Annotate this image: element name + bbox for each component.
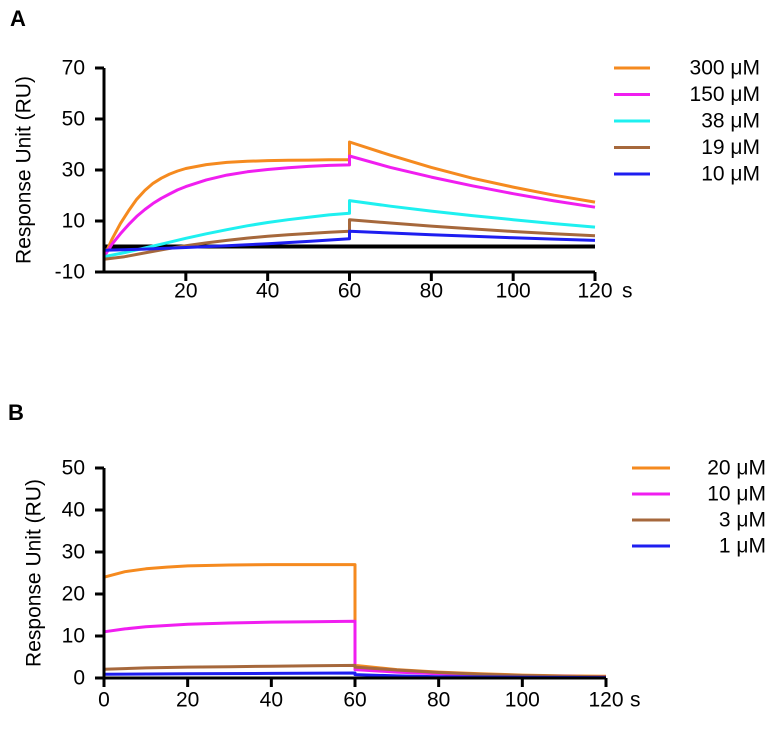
x-tick-label: 20 bbox=[174, 280, 197, 303]
y-axis-title: Response Unit (RU) bbox=[23, 479, 46, 667]
legend-label: 150 μM bbox=[690, 83, 760, 106]
y-axis-title: Response Unit (RU) bbox=[13, 76, 36, 264]
x-tick-label: 100 bbox=[496, 280, 531, 303]
x-tick-label: 60 bbox=[343, 689, 366, 712]
x-tick-label: 80 bbox=[427, 689, 450, 712]
chart-panel-a: A Response Unit (RU) -10 10 30 50 70 20 40 60 80 10… bbox=[10, 6, 760, 303]
series-line-3m bbox=[102, 663, 607, 679]
legend-label: 10 μM bbox=[707, 483, 766, 506]
series-line-300m bbox=[102, 140, 596, 258]
series-line-150m bbox=[102, 154, 596, 258]
x-tick-label: 120 bbox=[577, 280, 612, 303]
y-tick-label: -10 bbox=[55, 261, 85, 284]
legend-label: 38 μM bbox=[701, 110, 760, 133]
legend-label: 19 μM bbox=[701, 136, 760, 159]
y-tick-label: 30 bbox=[62, 159, 85, 182]
series-line-38m bbox=[103, 199, 596, 259]
y-tick-label: 70 bbox=[62, 57, 85, 80]
y-tick-label: 10 bbox=[62, 210, 85, 233]
y-tick-label: 50 bbox=[62, 457, 85, 480]
x-tick-label: 0 bbox=[98, 689, 110, 712]
x-tick-label: 120 bbox=[588, 689, 623, 712]
panel-label: A bbox=[10, 6, 26, 31]
legend-label: 20 μM bbox=[707, 457, 766, 480]
legend-label: 1 μM bbox=[719, 535, 766, 558]
chart-panel-b: B Response Unit (RU) 0 10 20 30 40 50 0 20 40 60 80 1… bbox=[8, 400, 766, 712]
y-tick-label: 40 bbox=[62, 499, 85, 522]
x-tick-label: 80 bbox=[420, 280, 443, 303]
x-axis-unit: s bbox=[630, 689, 641, 712]
y-tick-label: 30 bbox=[62, 541, 85, 564]
legend-label: 10 μM bbox=[701, 163, 760, 186]
series-line-10m bbox=[103, 229, 596, 252]
y-tick-label: 50 bbox=[62, 108, 85, 131]
x-tick-label: 40 bbox=[256, 280, 279, 303]
panel-label: B bbox=[8, 400, 24, 425]
legend-label: 300 μM bbox=[690, 57, 760, 80]
y-tick-label: 0 bbox=[73, 667, 85, 690]
x-tick-label: 20 bbox=[176, 689, 199, 712]
x-tick-label: 100 bbox=[505, 689, 540, 712]
y-tick-label: 10 bbox=[62, 625, 85, 648]
y-tick-label: 20 bbox=[62, 583, 85, 606]
x-axis-unit: s bbox=[622, 280, 633, 303]
series-line-10m bbox=[102, 619, 607, 679]
x-tick-label: 60 bbox=[338, 280, 361, 303]
x-tick-label: 40 bbox=[260, 689, 283, 712]
legend-label: 3 μM bbox=[719, 509, 766, 532]
